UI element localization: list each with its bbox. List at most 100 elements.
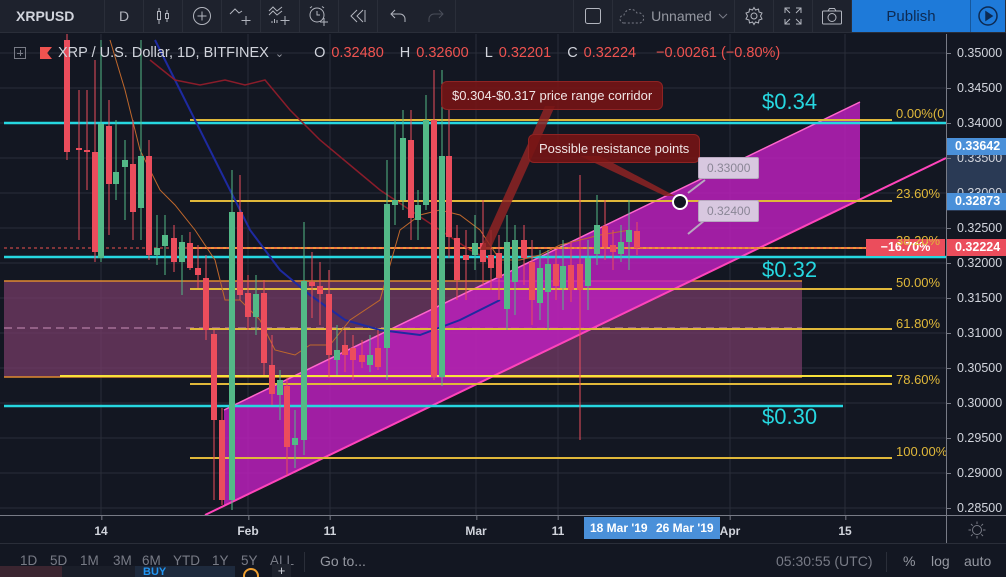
level-label-032: $0.32 [762,257,818,282]
fib-label-100: 100.00% [896,444,946,459]
chart-pane[interactable]: XRP / U.S. Dollar, 1D, BITFINEX ⌄ O 0.324… [0,34,946,515]
symbol-title[interactable]: XRP / U.S. Dollar, 1D, BITFINEX [58,45,269,61]
coin-icon[interactable] [243,568,259,577]
price-note-lower[interactable]: 0.32400 [698,200,760,222]
panel-tab[interactable] [0,566,62,577]
date-badge-start: 18 Mar '19 [584,517,654,539]
close-value: 0.32224 [583,45,637,61]
indicators-icon[interactable] [261,0,300,32]
fullscreen-icon[interactable] [774,0,813,32]
range-5y[interactable]: 5Y [241,553,258,568]
open-value: 0.32480 [331,45,384,61]
range-3m[interactable]: 3M [113,553,132,568]
time-tick: Apr [719,516,741,538]
price-tick: 0.30000 [947,396,1006,410]
price-tick: 0.30500 [947,361,1006,375]
chart-settings-corner[interactable] [946,515,1006,543]
candlestick-series [64,34,640,510]
publish-button[interactable]: Publish [852,0,970,32]
time-tick: 14 [94,516,108,538]
add-panel-plus-icon[interactable]: + [272,564,291,577]
sun-settings-icon [968,521,985,538]
settings-gear-icon[interactable] [735,0,774,32]
panel-tab[interactable] [62,566,135,577]
divider [304,552,305,572]
price-tick: 0.29000 [947,466,1006,480]
time-tick: 15 [838,516,852,538]
range-1m[interactable]: 1M [80,553,99,568]
layout-name: Unnamed [651,8,712,24]
fib-label-50: 50.00% [896,275,941,290]
callout-price-corridor[interactable]: $0.304-$0.317 price range corridor [441,81,664,110]
time-tick: Feb [237,516,259,538]
range-6m[interactable]: 6M [142,553,161,568]
time-tick: Mar [465,516,487,538]
resistance-point-marker [672,194,688,210]
add-indicator-icon[interactable] [183,0,222,32]
fib-label-38.2: 38.20% [896,233,941,248]
snapshot-camera-icon[interactable] [813,0,852,32]
layout-name-dropdown[interactable]: Unnamed [613,0,735,32]
date-badge-end: 26 Mar '19 [650,517,720,539]
price-badge-upper: 0.33642 [947,138,1006,155]
level-label-030: $0.30 [762,404,818,429]
price-tick: 0.35000 [947,46,1006,60]
current-pct-badge: −16.70% [866,239,945,256]
price-tick: 0.34000 [947,116,1006,130]
fib-label-61.8: 61.80% [896,316,941,331]
redo-icon[interactable] [417,0,456,32]
current-price-badge: 0.32224 [947,239,1006,256]
collapse-legend-icon[interactable] [14,47,26,59]
range-5d[interactable]: 5D [50,553,68,568]
price-tick: 0.29500 [947,431,1006,445]
high-value: 0.32600 [416,45,469,61]
time-tick: 11 [323,516,337,538]
percent-scale-toggle[interactable]: % [903,553,916,569]
time-axis[interactable]: 14 Feb 11 Mar 11 Apr 15 18 Mar '19 26 Ma… [0,515,946,543]
symbol-search-button[interactable]: XRPUSD [0,0,105,32]
range-ytd[interactable]: YTD [173,553,200,568]
price-note-upper[interactable]: 0.33000 [698,157,760,179]
level-label-034: $0.34 [762,89,818,114]
log-scale-toggle[interactable]: log [931,553,950,569]
compare-icon[interactable] [222,0,261,32]
range-1y[interactable]: 1Y [212,553,229,568]
change-value: −0.00261 (−0.80%) [656,45,781,61]
range-1d[interactable]: 1D [20,553,38,568]
price-tick: 0.31500 [947,291,1006,305]
publish-play-icon[interactable] [970,0,1006,32]
price-badge-lower: 0.32873 [947,193,1006,210]
utc-clock[interactable]: 05:30:55 (UTC) [776,553,873,569]
low-value: 0.32201 [498,45,552,61]
chart-legend: XRP / U.S. Dollar, 1D, BITFINEX ⌄ O 0.324… [14,43,780,63]
buy-tab[interactable]: BUY [135,566,235,577]
price-tick: 0.34500 [947,81,1006,95]
price-axis[interactable]: 0.35000 0.34500 0.34000 0.33500 0.33000 … [946,34,1006,515]
interval-button[interactable]: D [105,0,144,32]
fullscreen-toggle-square-icon[interactable] [574,0,613,32]
replay-icon[interactable] [339,0,378,32]
toolbar-spacer [456,0,574,32]
fib-label-78.6: 78.60% [896,372,941,387]
go-to-date-button[interactable]: Go to... [320,553,366,569]
divider [886,552,887,572]
candles-icon[interactable] [144,0,183,32]
undo-icon[interactable] [378,0,417,32]
alert-icon[interactable] [300,0,339,32]
fib-label-0: 0.00%(0 [896,106,945,121]
price-tick: 0.31000 [947,326,1006,340]
chevron-down-icon[interactable]: ⌄ [274,47,285,60]
auto-scale-toggle[interactable]: auto [964,553,992,569]
chevron-down-icon [718,13,728,19]
time-tick: 11 [551,516,565,538]
fib-label-23.6: 23.60% [896,186,941,201]
price-tick: 0.32500 [947,221,1006,235]
flag-icon[interactable] [40,47,52,59]
callout-resistance-points[interactable]: Possible resistance points [528,134,701,163]
price-tick: 0.28500 [947,501,1006,515]
price-tick: 0.32000 [947,256,1006,270]
ma-orange [109,39,631,356]
cloud-icon [619,8,645,24]
top-toolbar: XRPUSD D Unnamed [0,0,1006,33]
